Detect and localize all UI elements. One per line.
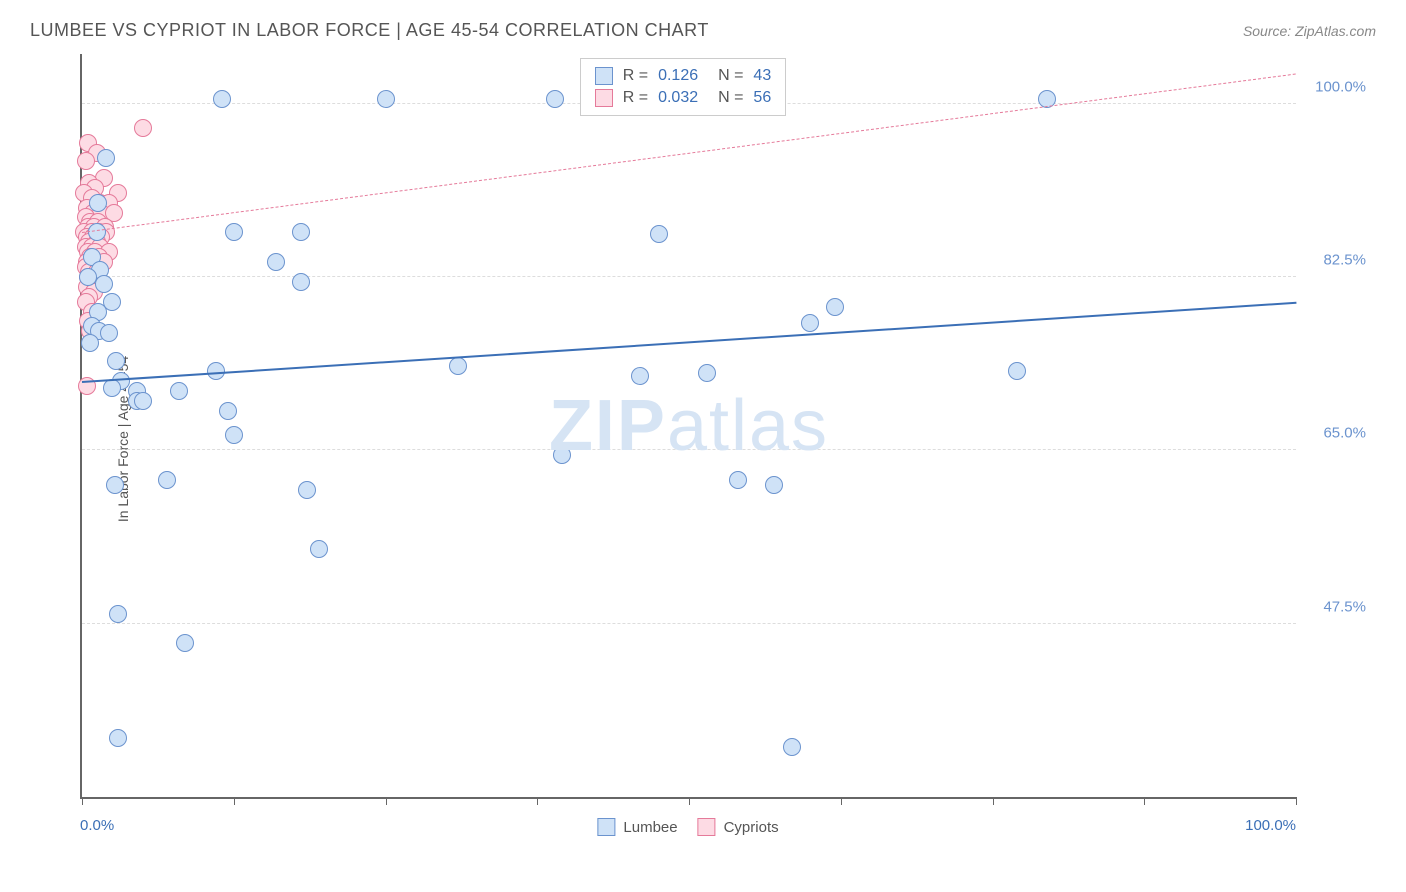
y-tick-label: 82.5% <box>1306 251 1366 268</box>
data-point <box>225 223 243 241</box>
data-point <box>631 367 649 385</box>
x-tick <box>82 797 83 805</box>
trendline-lumbee <box>82 302 1296 383</box>
data-point <box>292 223 310 241</box>
x-tick <box>841 797 842 805</box>
x-tick <box>386 797 387 805</box>
data-point <box>107 352 125 370</box>
data-point <box>134 392 152 410</box>
data-point <box>103 379 121 397</box>
data-point <box>89 194 107 212</box>
x-tick <box>993 797 994 805</box>
legend-swatch-lumbee <box>597 818 615 836</box>
legend-row: R = 0.032 N = 56 <box>595 87 771 109</box>
x-tick <box>689 797 690 805</box>
n-value: 56 <box>753 89 771 107</box>
y-tick-label: 100.0% <box>1306 78 1366 95</box>
correlation-legend: R = 0.126 N = 43 R = 0.032 N = 56 <box>580 58 786 116</box>
data-point <box>298 481 316 499</box>
data-point <box>88 223 106 241</box>
data-point <box>109 605 127 623</box>
gridline <box>82 276 1296 277</box>
gridline <box>82 449 1296 450</box>
legend-swatch <box>595 89 613 107</box>
chart-header: LUMBEE VS CYPRIOT IN LABOR FORCE | AGE 4… <box>30 20 1376 41</box>
data-point <box>650 225 668 243</box>
legend-swatch <box>595 67 613 85</box>
y-tick-label: 65.0% <box>1306 425 1366 442</box>
data-point <box>801 314 819 332</box>
data-point <box>109 729 127 747</box>
chart-title: LUMBEE VS CYPRIOT IN LABOR FORCE | AGE 4… <box>30 20 709 41</box>
data-point <box>225 426 243 444</box>
legend-label-cypriots: Cypriots <box>724 819 779 836</box>
r-value: 0.032 <box>658 89 708 107</box>
legend-item-cypriots: Cypriots <box>698 818 779 836</box>
data-point <box>377 90 395 108</box>
x-min-label: 0.0% <box>80 817 114 834</box>
x-tick <box>537 797 538 805</box>
data-point <box>267 253 285 271</box>
data-point <box>158 471 176 489</box>
data-point <box>1008 362 1026 380</box>
r-label: R = <box>623 67 648 85</box>
gridline <box>82 623 1296 624</box>
data-point <box>292 273 310 291</box>
watermark: ZIPatlas <box>549 385 829 467</box>
data-point <box>134 119 152 137</box>
data-point <box>100 324 118 342</box>
y-tick-label: 47.5% <box>1306 598 1366 615</box>
x-tick <box>234 797 235 805</box>
data-point <box>826 298 844 316</box>
data-point <box>77 152 95 170</box>
data-point <box>698 364 716 382</box>
legend-label-lumbee: Lumbee <box>623 819 677 836</box>
plot-area: ZIPatlas 47.5%65.0%82.5%100.0%R =0.126N … <box>80 54 1296 799</box>
data-point <box>219 402 237 420</box>
data-point <box>213 90 231 108</box>
r-value: 0.126 <box>658 67 708 85</box>
x-tick <box>1144 797 1145 805</box>
watermark-light: atlas <box>667 386 829 466</box>
data-point <box>729 471 747 489</box>
data-point <box>176 634 194 652</box>
data-point <box>765 476 783 494</box>
n-value: 43 <box>753 67 771 85</box>
source-attribution: Source: ZipAtlas.com <box>1243 23 1376 39</box>
r-label: R = <box>623 89 648 107</box>
data-point <box>553 446 571 464</box>
data-point <box>783 738 801 756</box>
n-label: N = <box>718 89 743 107</box>
data-point <box>81 334 99 352</box>
data-point <box>95 275 113 293</box>
data-point <box>449 357 467 375</box>
n-label: N = <box>718 67 743 85</box>
data-point <box>310 540 328 558</box>
data-point <box>97 149 115 167</box>
legend-row: R = 0.126 N = 43 <box>595 65 771 87</box>
data-point <box>106 476 124 494</box>
x-max-label: 100.0% <box>1245 817 1296 834</box>
legend-item-lumbee: Lumbee <box>597 818 677 836</box>
x-axis-labels: 0.0% Lumbee Cypriots 100.0% <box>80 817 1296 834</box>
legend-swatch-cypriots <box>698 818 716 836</box>
data-point <box>170 382 188 400</box>
chart-wrapper: In Labor Force | Age 45-54 ZIPatlas 47.5… <box>30 49 1376 829</box>
data-point <box>546 90 564 108</box>
x-tick <box>1296 797 1297 805</box>
bottom-legend: Lumbee Cypriots <box>597 818 778 836</box>
